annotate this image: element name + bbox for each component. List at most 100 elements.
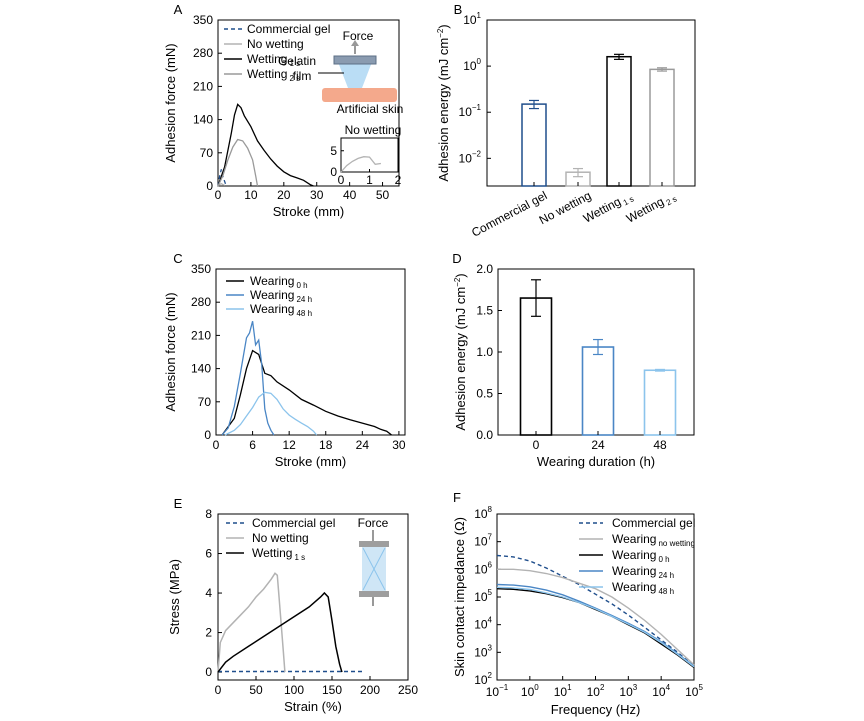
panel-f-ytick-label-exp: 3 [488,643,493,652]
panel-e-xlabel: Strain (%) [284,699,342,714]
panel-c-xtick-label: 6 [249,438,256,452]
panel-e-ytick-label: 0 [205,665,212,679]
panel-a-axes [217,19,400,187]
panel-d-axes [497,268,695,436]
panel-e-legend-label: Wetting 1 s [252,546,305,562]
panel-c-ylabel: Adhesion force (mN) [163,292,178,411]
panel-f-xtick-label-exp: −1 [499,683,509,692]
panel-f-ytick-label-exp: 4 [488,616,493,625]
panel-f-xtick-label-exp: 3 [633,683,638,692]
panel-e-xtick-label: 200 [360,683,380,697]
panel-f-series-line [496,554,695,667]
panel-a-label: A [174,2,183,17]
panel-f-ytick-label-base: 10 [474,590,488,604]
panel-a-xlabel: Stroke (mm) [273,204,345,219]
plate-icon [333,55,377,65]
panel-f-xtick-label: 104 [652,683,670,699]
panel-c-xtick-label: 0 [213,438,220,452]
panel-b-ytick-label: 101 [463,11,481,27]
panel-c-ytick-label: 280 [191,295,211,309]
panel-e-legend-label-main: Commercial gel [252,516,335,530]
panel-e-series-line [217,572,286,673]
panel-d-bar [519,297,553,436]
panel-f-ytick-label-exp: 2 [488,671,493,680]
panel-f-legend-label-sub: no wetting [658,539,694,548]
panel-d-category-label: 48 [653,438,667,452]
panel-f-xtick-label: 105 [685,683,703,699]
panel-d-bar [643,369,677,436]
panel-a-legend-label: Wetting 2 s [247,67,300,83]
panel-e-ytick-label: 8 [205,507,212,521]
panel-e-series-line [217,591,343,673]
panel-d-ytick-label: 0.5 [476,387,493,401]
panel-b-category-label: Wetting2 s [624,188,678,227]
panel-f-legend-label-sub: 48 h [658,587,674,596]
panel-d-ylabel: Adhesion energy (mJ cm−2) [453,273,468,430]
panel-e-ytick-label: 2 [205,626,212,640]
panel-f-xtick-label-exp: 0 [534,683,539,692]
panel-f-xtick-label-exp: 1 [567,683,572,692]
panel-b-axes [486,19,696,187]
panel-f-series-line [496,586,695,668]
fiber-icon [362,547,386,591]
panel-f-xtick-label: 102 [587,683,605,699]
panel-f-xtick-label-base: 10 [619,685,633,699]
panel-f-ytick-label: 105 [474,588,492,604]
panel-f-ytick-label: 104 [474,616,492,632]
panel-f-ytick-label-base: 10 [474,645,488,659]
panel-f-series-line [496,583,695,667]
panel-b-bar [649,68,675,187]
panel-e-xtick-label: 0 [215,683,222,697]
panel-f-legend-label-main: Wearing [612,548,656,562]
panel-b-category-label-sub: 1 s [622,194,636,207]
panel-f-legend-label-sub: 24 h [658,571,674,580]
artificial-skin-label: Artificial skin [337,102,404,116]
panel-c-ytick-label: 140 [191,362,211,376]
panel-f-legend-label-sub: 0 h [658,555,669,564]
panel-f-xtick-label: 10−1 [486,683,509,699]
panel-f-ytick-label: 108 [474,505,492,521]
panel-f-legend-label-main: Wearing [612,532,656,546]
panel-f-ytick-label: 106 [474,560,492,576]
panel-b-ytick-label-base: 10 [459,151,473,165]
panel-f-xtick-label: 103 [619,683,637,699]
panel-f-ytick-label-base: 10 [474,507,488,521]
inset-ytick-label: 5 [330,144,337,158]
panel-f-ytick-label-base: 10 [474,562,488,576]
panel-e-legend-label-sub: 1 s [294,553,305,562]
panel-d-category-label: 0 [533,438,540,452]
panel-f-legend-label: Wearing 0 h [612,548,670,564]
panel-f-ytick-label-exp: 5 [488,588,493,597]
panel-a-ytick-label: 210 [193,79,213,93]
panel-a-ytick-label: 0 [206,179,213,193]
panel-a-legend-label-main: Wetting [247,52,287,66]
panel-f-legend-label-main: Wearing [612,580,656,594]
gelatin-label: Gelatin [278,54,316,68]
panel-f-xtick-label-exp: 4 [666,683,671,692]
panel-e-xtick-label: 150 [322,683,342,697]
panel-a-legend-label-main: Wetting [247,67,287,81]
panel-b-ytick-label-exp: −2 [472,149,482,158]
panel-d-xlabel: Wearing duration (h) [537,454,655,469]
panel-e-force-label: Force [358,516,389,530]
panel-a-legend-label: Wetting 1 s [247,52,300,68]
panel-a-legend-label-sub: 2 s [289,74,300,83]
panel-a-xtick-label: 50 [376,188,390,202]
panel-f-xtick-label-base: 10 [587,685,601,699]
panel-a-series-line [217,138,259,187]
panel-d-ytick-label: 1.0 [476,345,493,359]
panel-b-ytick-label: 10−2 [459,149,482,165]
panel-f-ytick-label-base: 10 [474,618,488,632]
panel-d-category-label: 24 [591,438,605,452]
panel-b-ytick-label-base: 10 [463,13,477,27]
panel-f-ytick-label: 107 [474,533,492,549]
panel-c-series-line [221,321,275,436]
panel-f-legend-label: Wearing 48 h [612,580,674,596]
panel-f-xtick-label: 101 [554,683,572,699]
panel-a-legend-label-sub: 1 s [289,59,300,68]
panel-b-ytick-label-exp: 1 [477,11,482,20]
panel-f-xlabel: Frequency (Hz) [551,702,641,717]
panel-e-ylabel: Stress (MPa) [167,559,182,635]
panel-a-legend-label-main: Commercial gel [247,22,330,36]
